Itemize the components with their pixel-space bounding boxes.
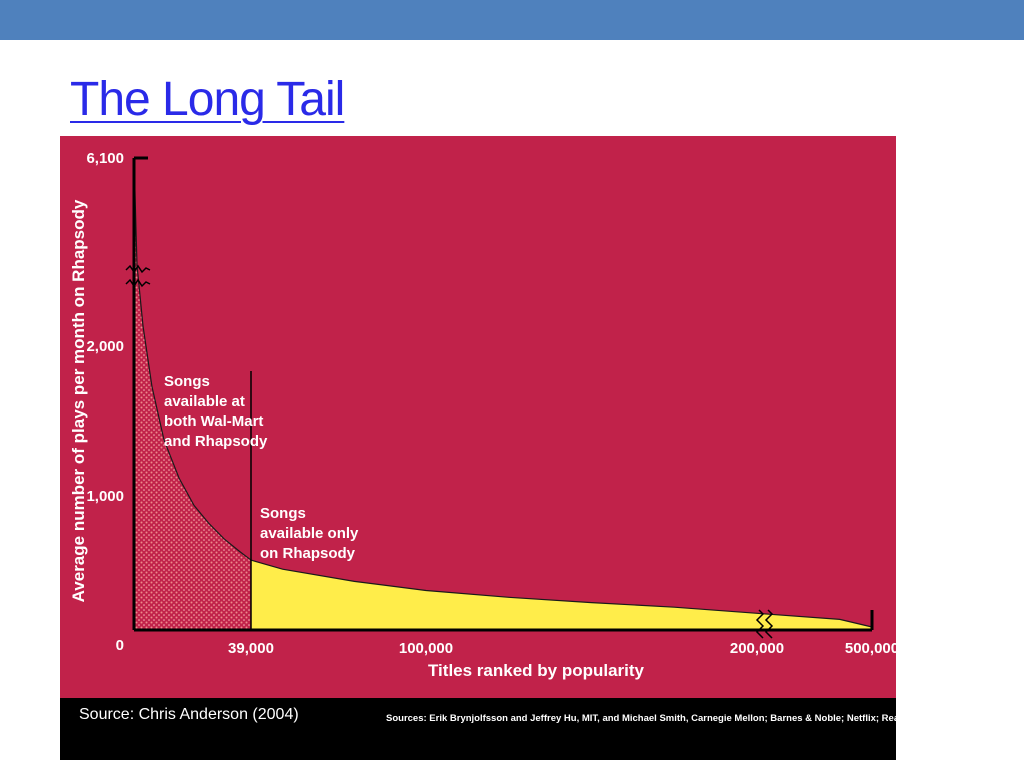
y-axis-break-upper [125, 264, 151, 274]
slide-title: The Long Tail [70, 73, 345, 126]
tail-annotation-line: on Rhapsody [260, 545, 356, 562]
y-axis-break-lower [125, 278, 151, 288]
x-tick-label: 200,000 [730, 640, 784, 657]
x-tick-label: 39,000 [228, 640, 274, 657]
x-tick-label: 100,000 [399, 640, 453, 657]
y-tick-label: 6,100 [86, 150, 124, 167]
head-annotation-line: and Rhapsody [164, 433, 268, 450]
y-axis-title: Average number of plays per month on Rha… [69, 199, 88, 602]
y-tick-label: 0 [116, 637, 124, 654]
tail-annotation-line: available only [260, 525, 359, 542]
head-area [134, 158, 251, 630]
x-axis-break-right [764, 609, 774, 639]
x-tick-label: 500,000 [845, 640, 896, 657]
x-axis-title: Titles ranked by popularity [428, 661, 645, 680]
chart-footer [60, 698, 896, 760]
top-bar [0, 0, 1024, 40]
y-tick-label: 2,000 [86, 338, 124, 355]
head-annotation-line: both Wal-Mart [164, 413, 263, 430]
head-annotation-line: available at [164, 393, 245, 410]
chart-panel: 0 1,000 2,000 6,100 39,000 100,000 200,000 500,… [60, 136, 896, 760]
source-label: Source: Chris Anderson (2004) [79, 706, 299, 723]
head-annotation-line: Songs [164, 373, 210, 390]
long-tail-chart: 0 1,000 2,000 6,100 39,000 100,000 200,000 500,… [69, 150, 896, 680]
y-tick-label: 1,000 [86, 488, 124, 505]
chart-credits: Sources: Erik Brynjolfsson and Jeffrey H… [386, 713, 945, 724]
demand-curve [133, 157, 873, 628]
tail-area [251, 560, 872, 630]
tail-annotation-line: Songs [260, 505, 306, 522]
x-axis-break-left [755, 609, 765, 639]
